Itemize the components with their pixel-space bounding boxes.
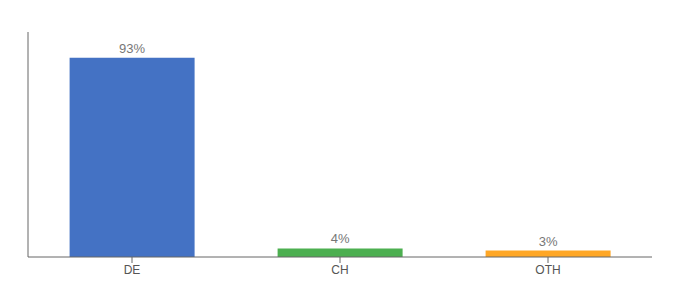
svg-text:3%: 3% bbox=[539, 234, 558, 249]
svg-text:OTH: OTH bbox=[535, 263, 560, 277]
svg-text:CH: CH bbox=[331, 263, 348, 277]
svg-text:4%: 4% bbox=[331, 231, 350, 246]
svg-text:93%: 93% bbox=[119, 41, 145, 56]
svg-text:DE: DE bbox=[124, 263, 141, 277]
